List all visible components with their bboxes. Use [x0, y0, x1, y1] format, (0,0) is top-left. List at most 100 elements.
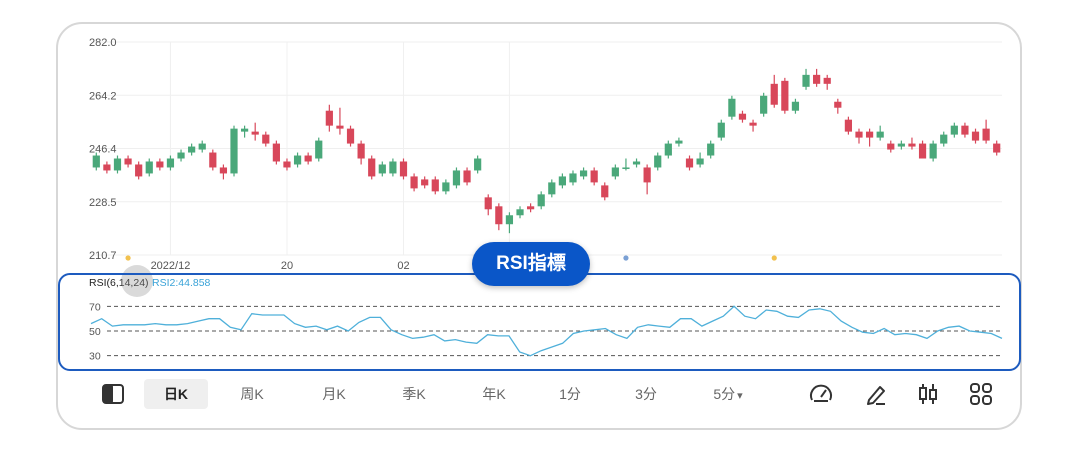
tab-5min[interactable]: 5分 ▾	[698, 379, 758, 409]
candle-body	[579, 170, 588, 177]
pen-icon[interactable]	[863, 381, 889, 407]
candle-body	[293, 155, 302, 165]
gauge-icon[interactable]	[808, 381, 834, 407]
rsi-level-label: 50	[89, 326, 101, 338]
candle-body	[760, 95, 768, 114]
tab-quarter-k[interactable]: 季K	[402, 386, 426, 402]
bottom-toolbar: 日K 周K 月K 季K 年K 1分 3分 5分 ▾	[58, 376, 1024, 416]
candle-body	[929, 143, 937, 159]
candle-body	[304, 155, 312, 162]
candle-body	[188, 146, 196, 153]
candle-body	[378, 164, 386, 174]
x-tick-label: 20	[281, 260, 293, 272]
candle-body	[632, 161, 641, 165]
y-tick-label: 210.7	[89, 250, 117, 262]
candle-body	[452, 170, 461, 186]
candle-body	[749, 122, 757, 126]
candle-body	[844, 119, 853, 132]
grid-icon[interactable]	[968, 381, 994, 407]
chart-card: 282.0264.2246.4228.5210.72022/12200203RS…	[56, 22, 1022, 430]
candle-body	[865, 131, 874, 138]
candle-body	[177, 152, 185, 159]
candle-body	[325, 110, 333, 126]
candle-body	[516, 209, 524, 216]
candle-body	[717, 122, 725, 138]
candle-body	[272, 143, 280, 162]
rsi2-value: RSI2:44.858	[152, 277, 211, 289]
tab-3min[interactable]: 3分	[635, 386, 657, 402]
candle-body	[495, 206, 503, 225]
candle-body	[940, 134, 948, 144]
candle-body	[315, 140, 323, 159]
candle-body	[262, 134, 270, 144]
rsi-level-label: 30	[89, 351, 101, 363]
candle-body	[113, 158, 122, 171]
candle-body	[474, 158, 482, 171]
tab-week-k[interactable]: 周K	[240, 386, 264, 402]
candle-body	[421, 179, 429, 186]
candle-body	[918, 143, 927, 159]
candle-body	[993, 143, 1001, 153]
y-tick-label: 246.4	[89, 144, 117, 156]
tab-day-k[interactable]: 日K	[144, 379, 208, 409]
candle-body	[950, 125, 958, 135]
event-marker	[125, 255, 131, 261]
y-tick-label: 264.2	[89, 90, 117, 102]
tab-year-k[interactable]: 年K	[482, 386, 506, 402]
candle-body	[558, 176, 566, 186]
candle-body	[251, 131, 259, 135]
event-marker	[771, 255, 777, 261]
y-tick-label: 282.0	[89, 37, 117, 49]
candle-body	[654, 155, 662, 168]
candle-body	[569, 173, 577, 183]
tab-month-k[interactable]: 月K	[322, 386, 346, 402]
candle-body	[103, 164, 111, 171]
candle-body	[791, 101, 800, 111]
candle-body	[368, 158, 376, 177]
candle-body	[431, 179, 439, 192]
candle-body	[876, 131, 884, 138]
rsi-callout-badge: RSI指標	[472, 242, 590, 286]
candle-body	[198, 143, 206, 150]
candle-body	[145, 161, 153, 174]
candle-body	[240, 128, 249, 132]
rsi-title: RSI(6,14,24)	[89, 277, 149, 289]
candle-body	[463, 170, 471, 183]
candle-body	[410, 176, 418, 189]
x-tick-label: 2022/12	[151, 260, 191, 272]
candle-body	[971, 131, 980, 141]
y-tick-label: 228.5	[89, 197, 117, 209]
candle-body	[707, 143, 715, 156]
tab-5min-label: 5分	[713, 386, 736, 402]
candle-body	[601, 185, 609, 198]
candle-body	[611, 167, 619, 177]
candle-body	[738, 113, 747, 120]
candle-body	[283, 161, 291, 168]
candle-body	[230, 128, 238, 174]
candle-body	[823, 77, 831, 84]
candle-body	[590, 170, 598, 183]
candle-body	[484, 197, 492, 210]
candle-body	[389, 161, 397, 174]
tab-1min[interactable]: 1分	[559, 386, 581, 402]
candle-body	[685, 158, 694, 168]
candle-body	[664, 143, 672, 156]
candle-icon[interactable]	[915, 381, 941, 407]
candle-body	[961, 125, 969, 135]
candle-body	[770, 83, 778, 105]
candle-body	[908, 143, 916, 147]
candle-body	[537, 194, 545, 207]
candle-body	[219, 167, 228, 174]
candle-body	[442, 182, 450, 192]
candle-body	[887, 143, 895, 150]
candlestick-chart[interactable]: 282.0264.2246.4228.5210.72022/12200203RS…	[58, 24, 1024, 374]
candle-body	[156, 161, 164, 168]
candle-body	[696, 158, 704, 165]
candle-body	[336, 125, 344, 129]
candle-body	[675, 140, 683, 144]
candle-body	[813, 74, 821, 84]
layout-toggle-icon[interactable]	[100, 381, 126, 407]
candle-body	[897, 143, 905, 147]
candle-body	[209, 152, 217, 168]
chevron-down-icon: ▾	[737, 390, 743, 402]
